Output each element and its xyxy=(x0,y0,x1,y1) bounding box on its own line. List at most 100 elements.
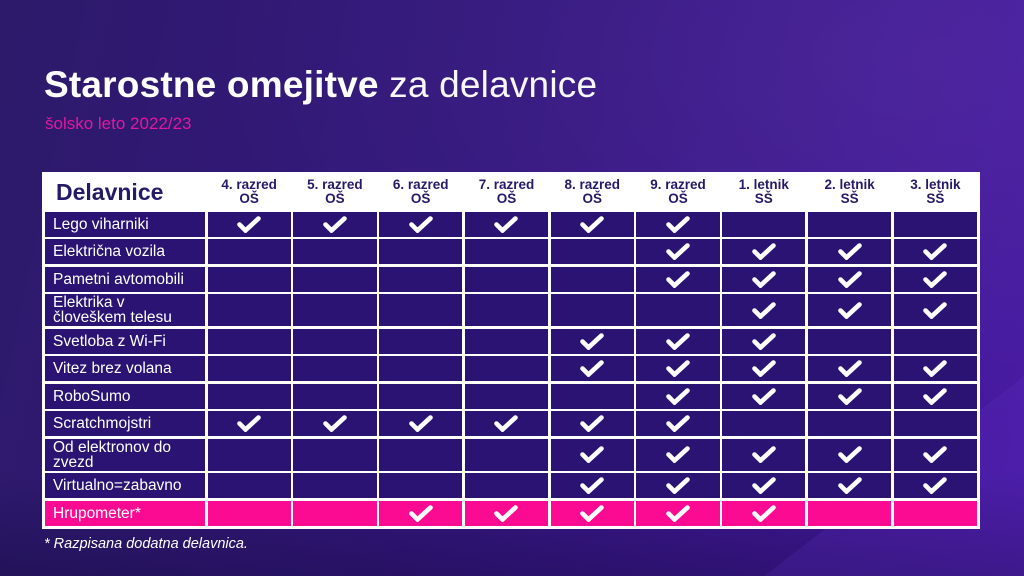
checkmark-icon xyxy=(580,415,605,432)
checkmark-icon xyxy=(408,215,433,233)
check-cell xyxy=(464,294,549,326)
checkmark-icon xyxy=(751,387,776,405)
checkmark-icon xyxy=(580,477,605,494)
check-cell xyxy=(379,473,463,498)
checkmark-icon xyxy=(837,387,862,405)
column-header-9: 3. letnik SŠ xyxy=(893,175,977,209)
checkmark-icon xyxy=(751,446,776,463)
check-cell xyxy=(893,438,977,471)
checkmark-icon xyxy=(751,270,776,288)
check-cell xyxy=(722,266,806,292)
check-cell xyxy=(722,383,806,409)
check-cell xyxy=(293,211,377,237)
check-cell xyxy=(207,239,291,264)
check-cell xyxy=(379,266,463,292)
column-header-6: 9. razred OŠ xyxy=(636,175,720,209)
check-cell xyxy=(550,328,634,354)
column-header-level: OŠ xyxy=(239,191,259,206)
checkmark-icon xyxy=(408,415,433,432)
checkmark-icon xyxy=(923,446,948,463)
check-cell xyxy=(464,411,549,436)
checkmark-icon xyxy=(923,301,948,319)
check-cell xyxy=(293,438,377,471)
check-cell xyxy=(636,328,720,354)
check-cell xyxy=(893,239,977,264)
checkmark-icon xyxy=(666,270,690,288)
row-label: Svetloba z Wi-Fi xyxy=(45,328,205,354)
check-cell xyxy=(636,356,720,381)
row-label: Lego viharniki xyxy=(45,211,205,237)
check-cell xyxy=(807,328,892,354)
column-header-grade: 1. letnik xyxy=(738,177,789,192)
column-header-grade: 6. razred xyxy=(392,177,449,192)
checkmark-icon xyxy=(580,360,605,377)
check-cell xyxy=(636,473,720,498)
checkmark-icon xyxy=(751,360,776,377)
column-header-grade: 2. letnik xyxy=(824,177,875,192)
check-cell xyxy=(722,328,806,354)
checkmark-icon xyxy=(580,504,605,522)
table-corner-header: Delavnice xyxy=(45,175,205,209)
check-cell xyxy=(550,356,634,381)
check-cell xyxy=(550,500,634,526)
check-cell xyxy=(293,266,377,292)
row-label: Elektrika v človeškem telesu xyxy=(45,294,205,326)
check-cell xyxy=(464,239,549,264)
check-cell xyxy=(807,294,892,326)
school-year-subtitle: šolsko leto 2022/23 xyxy=(45,114,192,133)
check-cell xyxy=(893,383,977,409)
checkmark-icon xyxy=(494,504,519,522)
check-cell xyxy=(379,438,463,471)
check-cell xyxy=(722,294,806,326)
column-header-grade: 5. razred xyxy=(307,177,363,192)
check-cell xyxy=(550,211,634,237)
check-cell xyxy=(207,438,291,471)
check-cell xyxy=(293,239,377,264)
check-cell xyxy=(379,239,463,264)
check-cell xyxy=(464,211,549,237)
check-cell xyxy=(293,383,377,409)
checkmark-icon xyxy=(666,215,690,233)
check-cell xyxy=(636,500,720,526)
checkmark-icon xyxy=(837,301,862,319)
check-cell xyxy=(293,473,377,498)
check-cell xyxy=(893,266,977,292)
check-cell xyxy=(293,356,377,381)
checkmark-icon xyxy=(923,360,948,377)
check-cell xyxy=(636,383,720,409)
check-cell xyxy=(464,266,549,292)
row-label: Pametni avtomobili xyxy=(45,266,205,292)
check-cell xyxy=(207,294,291,326)
workshops-table: Delavnice 4. razred OŠ 5. razred OŠ 6. razred… xyxy=(42,172,980,529)
check-cell xyxy=(636,211,720,237)
column-header-5: 8. razred OŠ xyxy=(550,175,634,209)
check-cell xyxy=(893,294,977,326)
checkmark-icon xyxy=(666,415,690,432)
check-cell xyxy=(807,383,892,409)
check-cell xyxy=(464,383,549,409)
check-cell xyxy=(807,356,892,381)
checkmark-icon xyxy=(237,215,261,233)
checkmark-icon xyxy=(580,446,605,463)
row-label: RoboSumo xyxy=(45,383,205,409)
check-cell xyxy=(293,411,377,436)
check-cell xyxy=(207,356,291,381)
check-cell xyxy=(807,473,892,498)
column-header-grade: 7. razred xyxy=(478,177,535,192)
checkmark-icon xyxy=(323,415,347,432)
check-cell xyxy=(636,239,720,264)
column-header-level: OŠ xyxy=(668,191,688,206)
page-title-emphasis: Starostne omejitve xyxy=(44,64,379,105)
row-label: Električna vozila xyxy=(45,239,205,264)
check-cell xyxy=(722,473,806,498)
checkmark-icon xyxy=(666,243,690,260)
check-cell xyxy=(722,411,806,436)
check-cell xyxy=(636,266,720,292)
checkmark-icon xyxy=(837,243,862,260)
check-cell xyxy=(464,328,549,354)
column-header-1: 4. razred OŠ xyxy=(207,175,291,209)
checkmark-icon xyxy=(923,243,948,260)
check-cell xyxy=(293,294,377,326)
check-cell xyxy=(893,211,977,237)
check-cell xyxy=(807,438,892,471)
